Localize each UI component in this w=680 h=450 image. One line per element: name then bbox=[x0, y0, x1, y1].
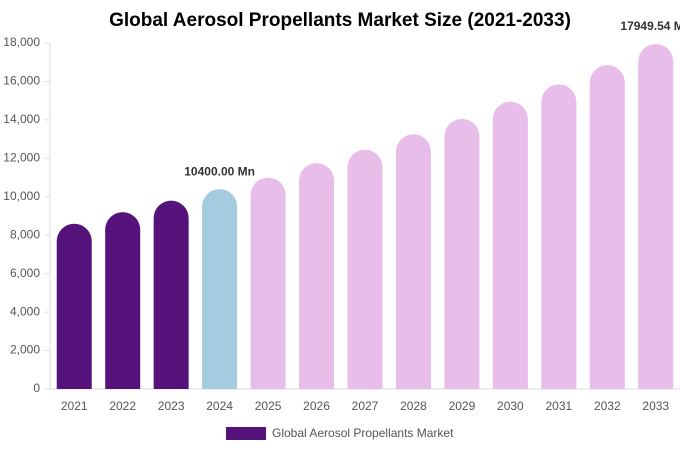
x-tick-label: 2023 bbox=[158, 399, 185, 413]
bar bbox=[105, 212, 141, 389]
bar bbox=[492, 101, 528, 390]
y-tick-label: 12,000 bbox=[3, 151, 40, 165]
x-tick-label: 2026 bbox=[303, 399, 330, 413]
y-tick-label: 0 bbox=[33, 381, 40, 395]
x-tick-label: 2032 bbox=[594, 399, 621, 413]
bar bbox=[541, 84, 577, 390]
y-tick-label: 8,000 bbox=[10, 227, 40, 241]
x-tick-label: 2025 bbox=[255, 399, 282, 413]
value-label: 10400.00 Mn bbox=[184, 164, 255, 178]
y-tick-label: 10,000 bbox=[3, 189, 40, 203]
bar bbox=[153, 200, 189, 389]
x-tick-label: 2031 bbox=[545, 399, 572, 413]
bar bbox=[299, 163, 335, 389]
chart-title: Global Aerosol Propellants Market Size (… bbox=[109, 10, 571, 31]
y-tick-label: 4,000 bbox=[10, 304, 40, 318]
legend-swatch bbox=[226, 427, 266, 440]
bar bbox=[638, 43, 674, 390]
x-tick-label: 2029 bbox=[449, 399, 476, 413]
y-tick-label: 6,000 bbox=[10, 266, 40, 280]
value-label: 17949.54 Mn bbox=[620, 19, 680, 33]
bar bbox=[444, 118, 480, 389]
bar bbox=[250, 177, 286, 389]
bar bbox=[395, 134, 431, 389]
y-tick-label: 16,000 bbox=[3, 74, 40, 88]
x-tick-label: 2022 bbox=[109, 399, 136, 413]
x-tick-label: 2030 bbox=[497, 399, 524, 413]
x-tick-label: 2028 bbox=[400, 399, 427, 413]
bar bbox=[202, 189, 238, 389]
x-tick-label: 2021 bbox=[61, 399, 88, 413]
bar bbox=[589, 65, 625, 389]
x-tick-label: 2027 bbox=[352, 399, 379, 413]
bar bbox=[56, 223, 92, 389]
x-tick-label: 2033 bbox=[642, 399, 669, 413]
x-tick-label: 2024 bbox=[206, 399, 233, 413]
legend-label: Global Aerosol Propellants Market bbox=[272, 426, 454, 440]
y-tick-label: 18,000 bbox=[3, 35, 40, 49]
y-tick-label: 14,000 bbox=[3, 112, 40, 126]
y-tick-label: 2,000 bbox=[10, 343, 40, 357]
bar bbox=[347, 149, 383, 389]
